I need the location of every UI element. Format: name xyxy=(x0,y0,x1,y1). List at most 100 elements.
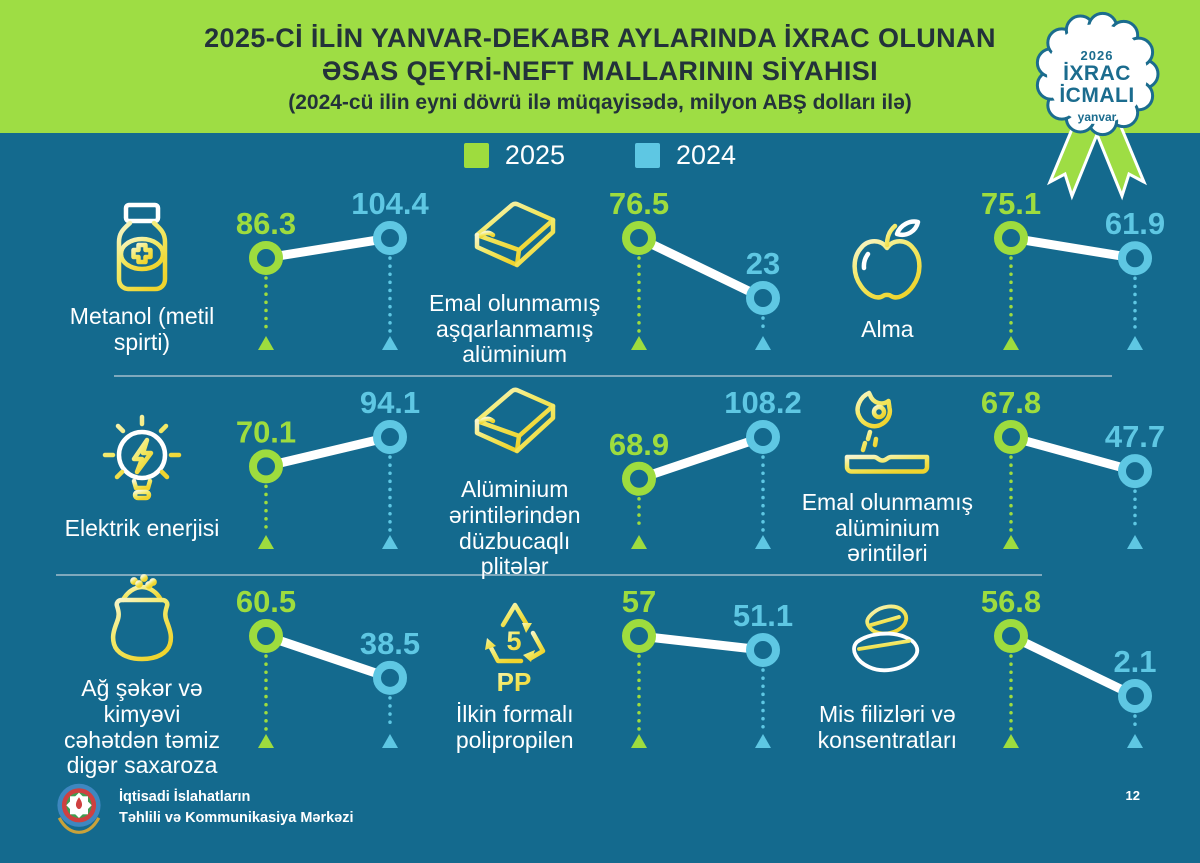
dot-2024 xyxy=(745,632,780,667)
azerbaijan-emblem-icon xyxy=(57,783,101,834)
item-icon-label: Mis filizləri və konsentratları xyxy=(801,597,973,753)
value-2025: 60.5 xyxy=(236,584,296,619)
dot-2024 xyxy=(373,220,407,255)
item-label: Emal olunmamış aşqarlanmamış alüminium xyxy=(429,289,601,368)
slope-chart: 57 51.1 xyxy=(621,584,793,748)
baseline-marker-2025 xyxy=(258,335,274,350)
baseline-marker-2024 xyxy=(754,534,771,549)
trend-line xyxy=(1009,631,1138,700)
export-item: İlkin formalı polipropilen 57 51.1 xyxy=(429,576,802,773)
aluminium-ingot-icon xyxy=(465,372,565,472)
dot-2025 xyxy=(621,461,656,496)
item-label: İlkin formalı polipropilen xyxy=(455,700,574,753)
baseline-marker-2024 xyxy=(382,335,398,350)
dot-2024 xyxy=(745,419,780,454)
title-line-2: ƏSAS QEYRİ-NEFT MALLARININ SİYAHISI xyxy=(321,55,879,86)
item-icon-label: İlkin formalı polipropilen xyxy=(429,597,601,753)
baseline-marker-2025 xyxy=(258,534,274,549)
value-2024: 61.9 xyxy=(1105,206,1165,241)
items-row: Elektrik enerjisi 70.1 94.1 Alüminium ərint… xyxy=(56,377,1174,580)
org-line-2: Təhlili və Kommunikasiya Mərkəzi xyxy=(119,810,354,826)
value-2024: 94.1 xyxy=(360,385,420,420)
item-label: Emal olunmamış alüminium ərintiləri xyxy=(801,488,973,567)
value-2024: 108.2 xyxy=(724,385,802,420)
row-divider xyxy=(56,574,1042,576)
dot-2025 xyxy=(249,240,283,275)
org-name: İqtisadi İslahatların Təhlili və Kommuni… xyxy=(119,787,354,829)
value-2025: 57 xyxy=(621,584,655,619)
baseline-marker-2025 xyxy=(1003,335,1020,350)
trend-line xyxy=(1010,233,1137,263)
items-row: Metanol (metil spirti) 86.3 104.4 Emal olun… xyxy=(56,178,1174,375)
light-bulb-icon xyxy=(92,411,192,511)
value-2025: 76.5 xyxy=(609,186,669,221)
value-2024: 23 xyxy=(745,246,779,281)
dot-2024 xyxy=(373,419,407,454)
legend-label-2025: 2025 xyxy=(504,140,565,170)
legend-swatch-2025 xyxy=(463,143,489,168)
item-icon-label: Alüminium ərintilərindən düzbucaqlı plit… xyxy=(429,372,601,580)
item-icon-label: Elektrik enerjisi xyxy=(56,411,228,540)
page-title: 2025-Cİ İLİN YANVAR-DEKABR AYLARINDA İXR… xyxy=(0,22,1200,88)
org-line-1: İqtisadi İslahatların xyxy=(119,788,251,805)
baseline-marker-2025 xyxy=(1003,534,1020,549)
export-item: Emal olunmamış alüminium ərintiləri 67.8 4… xyxy=(801,377,1174,574)
value-2024: 38.5 xyxy=(360,625,420,660)
dot-2025 xyxy=(249,448,283,483)
dot-2024 xyxy=(1118,453,1153,488)
item-label: Metanol (metil spirti) xyxy=(69,302,215,355)
items-grid: Metanol (metil spirti) 86.3 104.4 Emal olun… xyxy=(0,178,1200,778)
item-label: Mis filizləri və konsentratları xyxy=(817,700,958,753)
item-icon-label: Metanol (metil spirti) xyxy=(56,199,228,355)
title-line-1: 2025-Cİ İLİN YANVAR-DEKABR AYLARINDA İXR… xyxy=(204,23,996,53)
slope-chart: 75.1 61.9 xyxy=(981,186,1166,350)
value-2024: 104.4 xyxy=(351,186,429,221)
slope-chart: 86.3 104.4 xyxy=(236,186,430,350)
slope-chart: 70.1 94.1 xyxy=(236,385,420,549)
baseline-marker-2024 xyxy=(1127,733,1144,748)
value-2025: 70.1 xyxy=(236,414,296,449)
legend-item-2025: 2025 xyxy=(463,140,565,171)
baseline-marker-2024 xyxy=(1127,534,1144,549)
item-icon-label: Emal olunmamış aşqarlanmamış alüminium xyxy=(429,186,601,368)
value-2025: 86.3 xyxy=(236,205,296,240)
baseline-marker-2024 xyxy=(382,733,398,748)
dot-2024 xyxy=(1118,678,1153,713)
footer-org: İqtisadi İslahatların Təhlili və Kommuni… xyxy=(52,780,354,836)
value-2025: 56.8 xyxy=(981,584,1041,619)
item-label: Alüminium ərintilərindən düzbucaqlı plit… xyxy=(448,475,581,580)
medicine-bottle-icon xyxy=(92,199,192,299)
export-item: Alma 75.1 61.9 xyxy=(801,178,1174,375)
badge-year: 2026 xyxy=(1080,48,1114,63)
trend-line xyxy=(265,233,391,262)
dot-2025 xyxy=(249,618,283,653)
item-icon-label: Ağ şəkər və kimyəvi cəhətdən təmiz digər… xyxy=(56,571,228,779)
header-banner: 2025-Cİ İLİN YANVAR-DEKABR AYLARINDA İXR… xyxy=(0,0,1200,133)
item-label: Ağ şəkər və kimyəvi cəhətdən təmiz digər… xyxy=(64,674,220,779)
item-label: Alma xyxy=(861,315,914,342)
dot-2025 xyxy=(994,220,1029,255)
legend-label-2024: 2024 xyxy=(676,140,737,170)
export-item: Ağ şəkər və kimyəvi cəhətdən təmiz digər… xyxy=(56,576,429,778)
trend-line xyxy=(636,233,765,302)
badge-month: yanvar xyxy=(1077,110,1117,125)
edition-badge: 2026 İXRAC İCMALI yanvar xyxy=(1022,10,1172,215)
badge-text: 2026 İXRAC İCMALI yanvar xyxy=(1022,48,1172,124)
value-2025: 68.9 xyxy=(609,426,669,461)
apple-icon xyxy=(837,212,937,312)
slope-chart: 60.5 38.5 xyxy=(236,584,420,748)
badge-seal-icon xyxy=(1035,11,1160,201)
baseline-marker-2024 xyxy=(382,534,398,549)
dot-2024 xyxy=(373,660,407,695)
page-subtitle: (2024-cü ilin eyni dövrü ilə müqayisədə,… xyxy=(288,90,912,114)
export-item: Metanol (metil spirti) 86.3 104.4 xyxy=(56,178,430,375)
export-item: Emal olunmamış aşqarlanmamış alüminium 76… xyxy=(429,178,802,375)
trend-line xyxy=(264,432,392,471)
export-item: Mis filizləri və konsentratları 56.8 2.1 xyxy=(801,576,1174,773)
value-2024: 2.1 xyxy=(1114,644,1157,679)
page-number: 12 xyxy=(1125,788,1140,803)
dot-2025 xyxy=(621,618,656,653)
baseline-marker-2025 xyxy=(258,733,274,748)
baseline-marker-2025 xyxy=(1003,733,1020,748)
